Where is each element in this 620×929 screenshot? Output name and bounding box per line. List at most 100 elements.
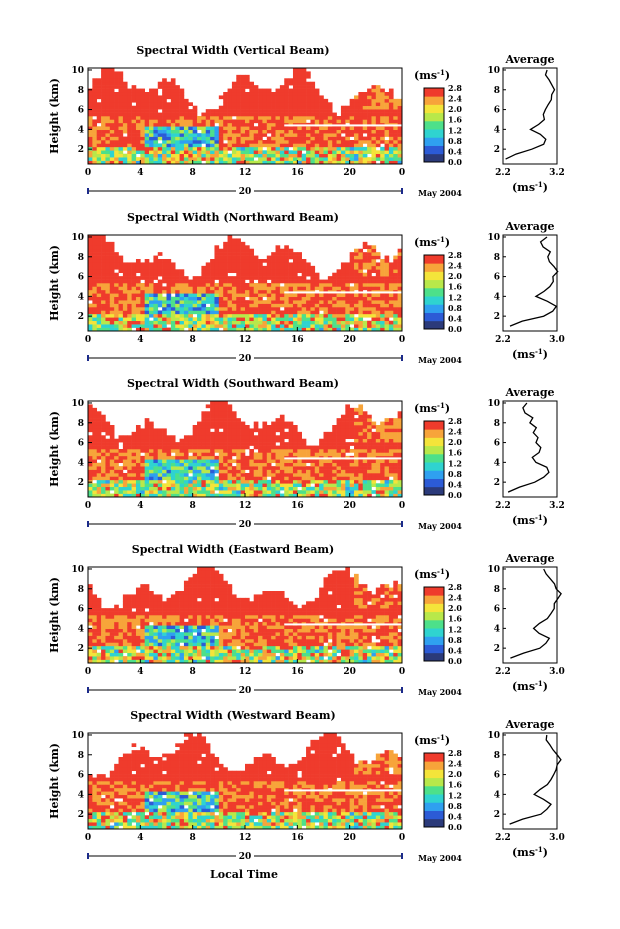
heatmap-cell: [88, 136, 93, 141]
heatmap-cell: [345, 143, 350, 148]
heatmap-cell: [236, 289, 241, 294]
heatmap-cell: [223, 310, 228, 315]
x-tick-label: 4: [137, 335, 143, 345]
heatmap-cell: [96, 235, 102, 239]
heatmap-cell: [336, 136, 342, 141]
heatmap-cell: [105, 262, 111, 267]
heatmap-cell: [380, 469, 385, 474]
heatmap-cell: [258, 320, 263, 325]
heatmap-cell: [319, 313, 324, 318]
heatmap-cell: [227, 153, 233, 158]
heatmap-cell: [122, 615, 128, 619]
heatmap-cell: [157, 146, 163, 151]
heatmap-cell: [214, 320, 220, 325]
heatmap-cell: [253, 296, 259, 301]
heatmap-cell: [266, 469, 272, 474]
heatmap-cell: [262, 442, 268, 446]
heatmap-cell: [223, 92, 228, 96]
heatmap-cell: [210, 160, 215, 165]
heatmap-cell: [105, 466, 111, 470]
heatmap-cell: [218, 313, 224, 318]
heatmap-cell: [92, 483, 98, 488]
heatmap-cell: [253, 493, 259, 498]
heatmap-cell: [375, 324, 381, 328]
heatmap-cell: [92, 248, 98, 253]
heatmap-cell: [197, 425, 202, 429]
heatmap-cell: [362, 95, 368, 100]
heatmap-cell: [122, 320, 128, 325]
heatmap-cell: [354, 418, 359, 422]
heatmap-cell: [340, 449, 346, 453]
heatmap-cell: [371, 300, 377, 304]
heatmap-cell: [375, 112, 381, 117]
heatmap-cell: [105, 265, 111, 270]
heatmap-cell: [92, 153, 98, 158]
heatmap-cell: [96, 262, 102, 267]
heatmap-cell: [205, 265, 211, 270]
heatmap-cell: [314, 140, 320, 144]
heatmap-cell: [262, 265, 268, 270]
heatmap-cell: [336, 133, 342, 137]
heatmap-cell: [245, 476, 250, 481]
heatmap-cell: [127, 88, 132, 93]
heatmap-cell: [253, 153, 259, 158]
heatmap-cell: [393, 293, 398, 298]
heatmap-cell: [319, 150, 324, 155]
heatmap-cell: [127, 262, 132, 267]
heatmap-cell: [105, 310, 111, 315]
heatmap-cell: [192, 452, 198, 457]
heatmap-cell: [96, 296, 102, 301]
heatmap-cell: [275, 317, 281, 322]
heatmap-cell: [310, 112, 316, 117]
heatmap-cell: [358, 150, 364, 155]
heatmap-cell: [223, 272, 228, 277]
heatmap-cell: [380, 449, 385, 453]
heatmap-cell: [292, 283, 298, 287]
heatmap-cell: [166, 452, 172, 457]
heatmap-cell: [297, 88, 302, 93]
heatmap-cell: [140, 276, 145, 280]
heatmap-cell: [218, 425, 224, 429]
heatmap-cell: [292, 272, 298, 277]
heatmap-cell: [245, 116, 250, 120]
heatmap-cell: [170, 486, 176, 491]
heatmap-cell: [135, 150, 141, 155]
heatmap-cell: [245, 320, 250, 325]
heatmap-cell: [149, 289, 154, 294]
heatmap-cell: [231, 320, 237, 325]
heatmap-cell: [236, 293, 241, 298]
heatmap-cell: [253, 435, 259, 440]
heatmap-cell: [92, 466, 98, 470]
heatmap-cell: [319, 438, 324, 443]
heatmap-cell: [332, 490, 337, 494]
heatmap-cell: [288, 150, 294, 155]
heatmap-cell: [135, 327, 141, 332]
heatmap-cell: [127, 632, 132, 636]
heatmap-cell: [131, 445, 137, 450]
heatmap-cell: [127, 150, 132, 155]
heatmap-cell: [358, 262, 364, 267]
heatmap-cell: [214, 255, 220, 260]
heatmap-cell: [153, 109, 159, 113]
heatmap-cell: [375, 428, 381, 433]
heatmap-cell: [114, 133, 119, 137]
heatmap-cell: [149, 105, 154, 110]
heatmap-cell: [249, 252, 255, 256]
heatmap-cell: [319, 112, 324, 117]
heatmap-cell: [170, 105, 176, 110]
heatmap-cell: [367, 313, 372, 318]
heatmap-cell: [310, 92, 316, 96]
heatmap-cell: [301, 283, 307, 287]
heatmap-cell: [349, 320, 355, 325]
heatmap-cell: [262, 425, 268, 429]
heatmap-cell: [96, 455, 102, 460]
heatmap-cell: [245, 428, 250, 433]
heatmap-cell: [118, 140, 124, 144]
heatmap-cell: [109, 88, 115, 93]
heatmap-cell: [258, 276, 263, 280]
heatmap-cell: [288, 255, 294, 260]
heatmap-cell: [240, 248, 246, 253]
heatmap-cell: [384, 307, 390, 311]
heatmap-cell: [88, 438, 93, 443]
